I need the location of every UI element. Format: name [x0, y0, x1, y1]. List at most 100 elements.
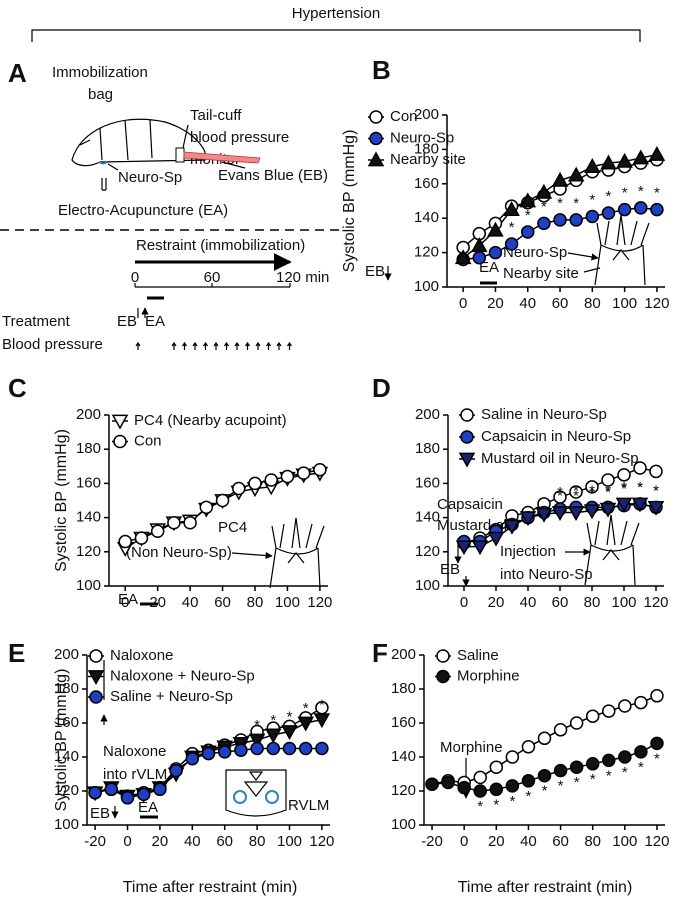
marker	[454, 249, 472, 265]
panel-letter: E	[8, 638, 25, 668]
marker	[185, 751, 200, 766]
significance: *	[638, 183, 644, 200]
y-axis-label: Systolic BP (mmHg)	[341, 130, 358, 273]
legend-marker	[458, 452, 476, 468]
y-tick-label: 140	[76, 509, 101, 526]
annotation: (Non Neuro-Sp)	[126, 544, 232, 561]
marker	[313, 713, 331, 729]
significance: *	[589, 191, 595, 208]
marker	[104, 782, 119, 797]
marker	[281, 725, 298, 741]
significance: *	[605, 484, 611, 501]
marker	[488, 245, 503, 260]
panel-a: A Immobilization bag Tail-cuff blood pre…	[0, 58, 345, 353]
legend-label: Saline	[457, 647, 499, 664]
marker	[136, 787, 151, 802]
timeline-label: 0	[131, 269, 139, 286]
bp-arrow	[245, 341, 250, 350]
y-tick-label: 180	[76, 440, 101, 457]
marker	[632, 149, 650, 165]
y-tick-label: 100	[391, 816, 416, 833]
marker	[600, 154, 617, 170]
marker	[264, 473, 278, 487]
x-tick-label: 40	[520, 594, 537, 611]
marker	[167, 515, 181, 530]
x-tick-label: 20	[487, 295, 504, 312]
legend-label: Mustard oil in Neuro-Sp	[481, 450, 639, 467]
marker	[315, 741, 329, 756]
significance: *	[303, 700, 309, 717]
eb-label: EB	[117, 313, 137, 330]
marker	[634, 695, 648, 710]
bp-arrows	[135, 341, 292, 350]
x-tick-label: 20	[149, 594, 166, 611]
significance: *	[319, 697, 325, 714]
bag-label: bag	[88, 86, 113, 103]
marker	[487, 221, 504, 237]
marker	[617, 468, 631, 482]
y-tick-label: 200	[54, 646, 79, 663]
significance: *	[509, 219, 515, 236]
y-tick-label: 120	[415, 543, 440, 560]
marker	[489, 782, 504, 797]
chart-panel: F 100 120 140 160 180 200 -20 0 20 40 60 80 100 120 Tim…	[372, 638, 669, 896]
bp-arrow	[182, 341, 187, 350]
marker	[280, 469, 295, 484]
annotation: Morphine	[440, 739, 503, 756]
y-tick-label: 120	[54, 782, 79, 799]
significance: *	[557, 195, 563, 212]
x-tick-label: 40	[520, 833, 537, 850]
legend-label: Nearby site	[390, 151, 466, 168]
bag-label: Immobilization	[52, 64, 148, 81]
marker	[601, 206, 616, 220]
rvlm-site	[265, 790, 279, 804]
legend-label: Con	[390, 108, 418, 125]
x-tick-label: 40	[182, 594, 199, 611]
x-axis-label: Time after restraint (min)	[458, 879, 633, 896]
y-tick-label: 100	[76, 577, 101, 594]
marker	[313, 462, 327, 477]
y-tick-label: 100	[54, 816, 79, 833]
marker	[615, 497, 633, 513]
y-tick-label: 140	[54, 748, 79, 765]
bp-arrow	[276, 341, 282, 350]
marker	[215, 493, 230, 508]
x-tick-label: 100	[611, 594, 636, 611]
monitor-label: blood pressure	[190, 129, 289, 146]
x-tick-label: -20	[421, 833, 443, 850]
bp-arrow	[287, 341, 292, 350]
marker	[505, 779, 520, 793]
neuro-sp-dot	[98, 161, 108, 165]
marker	[199, 500, 214, 515]
marker	[535, 183, 553, 199]
significance: *	[542, 783, 548, 800]
x-tick-label: 80	[584, 295, 601, 312]
significance: *	[509, 793, 515, 810]
marker	[473, 770, 487, 785]
marker	[585, 757, 600, 771]
x-tick-label: 20	[488, 833, 505, 850]
legend-marker	[436, 649, 450, 663]
marker	[457, 780, 471, 795]
significance: *	[637, 479, 643, 496]
x-tick-label: 80	[247, 594, 264, 611]
marker	[602, 753, 616, 768]
legend-label: Saline in Neuro-Sp	[481, 406, 607, 423]
marker	[298, 741, 313, 756]
hand-inset	[269, 517, 325, 589]
significance: *	[557, 487, 563, 504]
marker	[618, 699, 632, 713]
significance: *	[637, 479, 643, 496]
bp-arrow	[224, 341, 229, 350]
legend-marker	[89, 649, 103, 663]
marker	[634, 745, 648, 759]
annotation: EB	[365, 263, 385, 280]
significance: *	[477, 798, 483, 815]
panel-letter: B	[372, 55, 391, 85]
x-tick-label: 60	[216, 833, 233, 850]
chart-panel: D 100 120 140 160 180 200 0 20 40 60 80 100 120 Capsai…	[372, 373, 669, 611]
treatment-arrows	[137, 308, 145, 318]
x-tick-label: 0	[121, 594, 129, 611]
y-tick-label: 160	[76, 474, 101, 491]
